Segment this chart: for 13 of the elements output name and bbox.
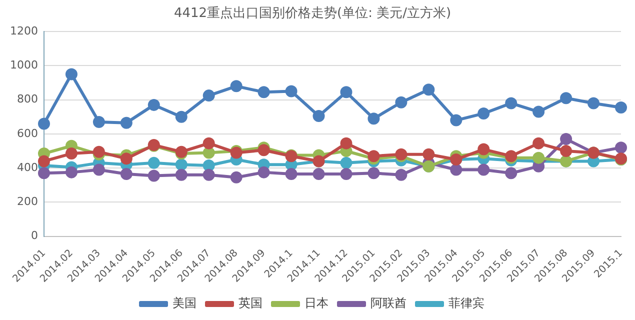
legend-label: 阿联酋 xyxy=(370,296,406,310)
chart-title: 4412重点出口国别价格走势(单位: 美元/立方米) xyxy=(174,5,452,22)
legend-label: 菲律宾 xyxy=(448,296,484,310)
legend-label: 英国 xyxy=(238,296,262,310)
legend-label: 日本 xyxy=(304,296,328,310)
y-tick-label: 400 xyxy=(16,160,38,174)
y-tick-label: 800 xyxy=(16,92,38,106)
y-tick-label: 1000 xyxy=(10,58,38,72)
legend-label: 美国 xyxy=(172,296,196,310)
y-tick-label: 600 xyxy=(16,126,38,140)
y-tick-label: 0 xyxy=(30,229,38,242)
y-tick-label: 200 xyxy=(16,195,38,208)
y-tick-label: 1200 xyxy=(10,24,38,38)
